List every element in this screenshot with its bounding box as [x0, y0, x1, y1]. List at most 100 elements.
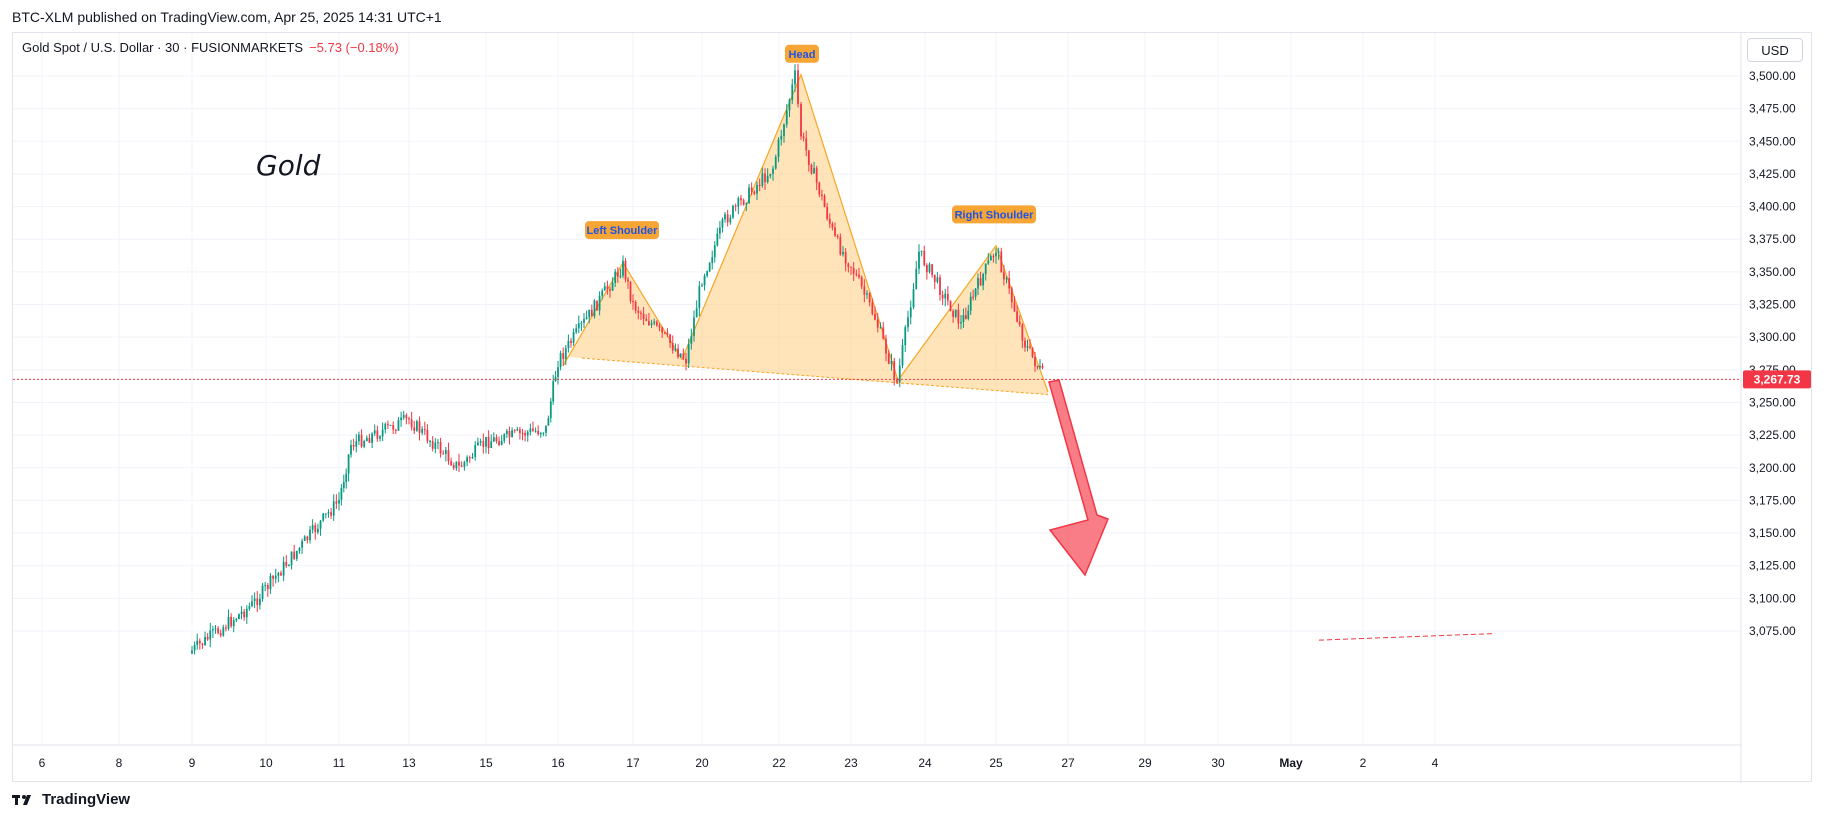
candle-body: [423, 429, 426, 431]
symbol-legend[interactable]: Gold Spot / U.S. Dollar · 30 · FUSIONMAR…: [22, 40, 399, 55]
tradingview-brand[interactable]: TradingView: [12, 791, 130, 808]
candle-body: [317, 528, 319, 533]
candle-body: [603, 286, 606, 291]
candle-body: [663, 332, 666, 334]
candle-body: [685, 358, 687, 364]
pattern-label-text: Right Shoulder: [955, 209, 1035, 221]
time-tick-label: 17: [626, 756, 640, 770]
candle-body: [282, 562, 285, 576]
candle-body: [570, 340, 572, 343]
candle-body: [211, 629, 214, 631]
candle-body: [977, 278, 979, 289]
candle-body: [898, 365, 901, 383]
candle-body: [622, 260, 624, 276]
candle-body: [769, 173, 772, 176]
candle-body: [606, 286, 609, 290]
candle-body: [439, 442, 442, 454]
candle-body: [238, 614, 240, 619]
candle-body: [783, 124, 785, 137]
price-tick-label: 3,250.00: [1749, 395, 1796, 409]
candle-body: [209, 630, 212, 640]
candle-body: [823, 196, 826, 207]
candle-body: [492, 437, 495, 442]
candle-body: [324, 513, 327, 515]
candle-body: [732, 205, 734, 218]
time-tick-label: 11: [333, 756, 346, 770]
candle-body: [772, 168, 774, 174]
candle-body: [421, 429, 424, 433]
candle-body: [243, 611, 246, 618]
candle-body: [797, 70, 799, 105]
candle-body: [962, 315, 965, 323]
candle-body: [992, 255, 995, 257]
candle-body: [381, 429, 384, 437]
candle-body: [290, 551, 293, 566]
candle-body: [1018, 321, 1021, 325]
brand-label: TradingView: [42, 791, 131, 808]
candle-body: [248, 606, 251, 609]
candle-body: [272, 575, 274, 579]
candle-body: [235, 618, 238, 621]
candle-body: [860, 277, 863, 287]
time-tick-label: 24: [918, 756, 932, 770]
candle-body: [637, 310, 640, 313]
candle-body: [311, 525, 314, 530]
candle-body: [1024, 340, 1026, 348]
pattern-label-box: [585, 221, 659, 240]
candle-body: [893, 360, 896, 380]
candle-body: [915, 268, 918, 290]
price-chart[interactable]: 3,075.00 3,100.00 3,125.00 3,150.00 3,175.00…: [13, 33, 1813, 783]
candle-body: [519, 429, 521, 434]
candle-body: [327, 512, 330, 514]
candle-body: [460, 465, 463, 467]
candle-body: [266, 585, 269, 590]
candle-body: [706, 271, 709, 276]
candle-body: [1010, 288, 1013, 303]
candle-body: [482, 441, 485, 447]
candle-body: [261, 585, 264, 599]
candle-body: [679, 353, 682, 357]
candle-body: [225, 627, 227, 629]
candle-body: [711, 257, 714, 264]
candle-body: [567, 340, 570, 349]
candle-body: [614, 271, 617, 283]
candle-body: [198, 640, 201, 644]
candle-body: [431, 440, 434, 449]
candle-body: [214, 628, 217, 630]
candle-body: [813, 168, 815, 174]
candle-body: [868, 293, 871, 303]
candle-body: [954, 309, 957, 317]
currency-button[interactable]: USD: [1747, 38, 1803, 62]
chart-title-gold: Gold: [256, 149, 321, 182]
candle-body: [847, 263, 850, 267]
candle-body: [557, 367, 559, 378]
candle-body: [718, 227, 721, 234]
candle-body: [785, 110, 788, 125]
candle-body: [658, 325, 661, 328]
time-tick-label: 20: [695, 756, 709, 770]
candle-body: [596, 300, 598, 311]
price-change: −5.73 (−0.18%): [309, 40, 399, 55]
price-tick-label: 3,125.00: [1749, 559, 1796, 573]
candle-body: [379, 436, 381, 439]
candle-body: [384, 423, 387, 430]
candle-body: [590, 309, 593, 317]
candle-body: [669, 334, 671, 344]
candle-body: [815, 168, 818, 183]
chart-pane[interactable]: 3,075.00 3,100.00 3,125.00 3,150.00 3,175.00…: [12, 32, 1813, 783]
candle-body: [583, 318, 585, 323]
candle-body: [933, 274, 936, 282]
candle-body: [196, 640, 199, 646]
candle-body: [907, 317, 909, 328]
price-tick-label: 3,375.00: [1749, 232, 1796, 246]
candle-body: [866, 293, 868, 295]
candle-body: [598, 295, 601, 311]
candle-body: [967, 310, 970, 319]
candle-body: [340, 488, 343, 500]
candle-body: [871, 302, 874, 314]
candle-body: [293, 551, 296, 559]
candle-body: [345, 473, 348, 482]
candle-body: [314, 525, 317, 533]
candle-body: [562, 353, 565, 359]
candle-body: [572, 332, 575, 343]
